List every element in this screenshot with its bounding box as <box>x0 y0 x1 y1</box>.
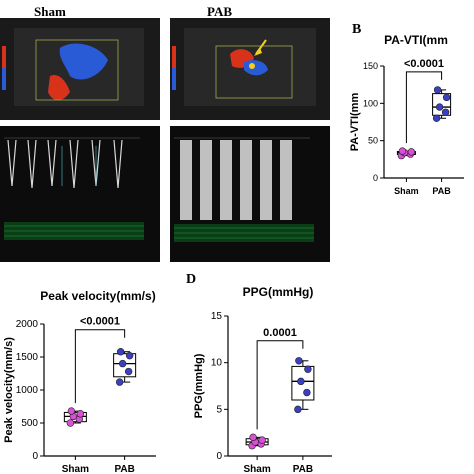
y-tick-label: 5 <box>216 404 222 415</box>
data-point <box>303 388 311 397</box>
chart-title: PA-VTI(mm <box>384 33 448 47</box>
y-tick-label: 50 <box>368 136 378 146</box>
data-point <box>118 359 127 368</box>
y-axis-label: PA-VTI(mm <box>349 93 361 152</box>
data-point <box>76 410 85 418</box>
y-tick-label: 2000 <box>16 319 39 330</box>
data-point <box>398 147 407 155</box>
chart-pa-vti: PA-VTI(mm PA-VTI(mm <0.0001 Sham PAB 0 50… <box>349 33 464 196</box>
data-point <box>258 436 266 444</box>
data-point <box>442 93 451 102</box>
chart-ppg: PPG(mmHg) PPG(mmHg) 0.0001 Sham PAB 0 5 10… <box>193 285 332 474</box>
data-point <box>125 351 134 360</box>
x-tick-label-pab: PAB <box>293 464 313 474</box>
y-tick-label: 0 <box>32 451 38 462</box>
data-point <box>294 405 302 414</box>
x-tick-label-pab: PAB <box>432 186 451 196</box>
data-point <box>66 419 75 427</box>
y-tick-label: 15 <box>211 311 223 322</box>
data-point <box>441 108 450 116</box>
significance-label: <0.0001 <box>404 58 444 70</box>
y-tick-label: 10 <box>211 358 223 369</box>
y-tick-label: 100 <box>363 98 378 108</box>
y-tick-label: 150 <box>363 61 378 71</box>
pab-color-doppler-image <box>170 18 330 120</box>
significance-label: <0.0001 <box>80 316 120 328</box>
y-axis-label: Peak velocity(mm/s) <box>3 337 15 443</box>
x-tick-label-pab: PAB <box>114 464 134 474</box>
y-tick-label: 0 <box>373 173 378 183</box>
data-point <box>124 367 133 376</box>
data-point <box>433 86 442 94</box>
pab-spectral-doppler-image <box>170 126 330 262</box>
y-axis-label: PPG(mmHg) <box>193 353 205 418</box>
chart-peak-velocity: Peak velocity(mm/s) Peak velocity(mm/s) … <box>3 289 156 474</box>
data-point <box>407 148 416 156</box>
sham-spectral-doppler-image <box>0 126 160 262</box>
x-tick-label-sham: Sham <box>62 464 89 474</box>
y-tick-label: 500 <box>21 418 38 429</box>
y-tick-label: 1000 <box>16 385 39 396</box>
chart-title: PPG(mmHg) <box>243 285 314 299</box>
data-point <box>67 407 76 415</box>
significance-bracket <box>256 340 304 430</box>
data-point <box>432 114 441 122</box>
significance-bracket <box>74 329 126 404</box>
y-tick-label: 1500 <box>16 352 39 363</box>
chart-title: Peak velocity(mm/s) <box>40 289 155 303</box>
data-point <box>116 348 125 356</box>
y-tick-label: 0 <box>216 451 222 462</box>
sham-column-title: Sham <box>34 4 66 19</box>
significance-bracket <box>405 71 443 144</box>
significance-label: 0.0001 <box>263 327 297 339</box>
data-point <box>435 103 444 111</box>
pab-column-title: PAB <box>207 4 233 19</box>
panel-letter-b: B <box>352 22 362 37</box>
sham-color-doppler-image <box>0 18 160 120</box>
data-point <box>115 378 124 386</box>
panel-letter-d: D <box>186 272 197 287</box>
data-point <box>297 377 305 386</box>
x-tick-label-sham: Sham <box>244 464 271 474</box>
data-point <box>304 365 312 373</box>
x-tick-label-sham: Sham <box>394 186 419 196</box>
data-point <box>249 433 257 442</box>
data-point <box>295 357 303 365</box>
